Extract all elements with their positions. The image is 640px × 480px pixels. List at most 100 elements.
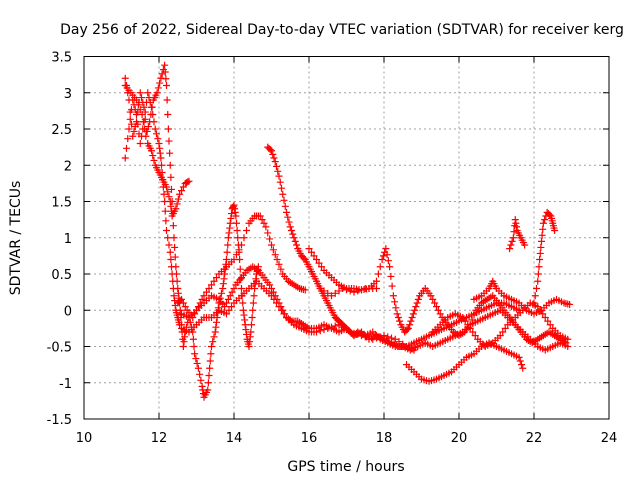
data-point-marker — [268, 147, 275, 155]
data-point-marker — [535, 263, 543, 271]
data-point-marker — [196, 370, 204, 378]
data-point-marker — [320, 287, 328, 295]
data-point-marker — [219, 285, 227, 292]
data-point-marker — [409, 310, 417, 318]
x-tick-label: 10 — [76, 431, 93, 446]
data-point-marker — [233, 251, 240, 259]
y-tick-label: 3 — [64, 87, 72, 102]
data-point-marker — [315, 259, 323, 267]
data-point-marker — [153, 130, 160, 138]
data-point-marker — [260, 219, 268, 227]
data-point-marker — [536, 256, 544, 263]
data-point-marker — [233, 219, 240, 227]
data-point-marker — [264, 229, 272, 237]
data-point-marker — [174, 285, 182, 292]
data-point-marker — [313, 256, 320, 263]
data-point-marker — [324, 289, 332, 297]
data-point-marker — [136, 140, 144, 147]
data-point-marker — [191, 350, 199, 358]
data-point-marker — [232, 212, 240, 220]
y-tick-label: -0.5 — [47, 341, 72, 356]
data-point-marker — [167, 256, 175, 263]
data-point-marker — [271, 158, 279, 166]
data-point-marker — [277, 265, 285, 273]
data-point-marker — [339, 285, 347, 292]
data-point-marker — [164, 111, 172, 118]
data-point-marker — [335, 287, 343, 295]
data-point-marker — [208, 343, 215, 350]
data-point-marker — [140, 103, 148, 111]
data-point-marker — [236, 265, 244, 273]
data-point-marker — [239, 299, 247, 307]
data-point-marker — [163, 82, 170, 89]
data-point-marker — [136, 106, 144, 114]
data-point-marker — [433, 303, 440, 311]
data-point-marker — [224, 295, 232, 303]
data-point-marker — [499, 328, 507, 336]
data-point-marker — [509, 234, 517, 242]
x-tick-label: 18 — [376, 431, 393, 446]
data-point-marker — [269, 150, 277, 158]
data-point-marker — [274, 167, 282, 175]
data-point-marker — [156, 144, 164, 152]
data-point-marker — [173, 200, 181, 208]
data-point-marker — [470, 311, 478, 319]
data-point-marker — [203, 288, 210, 296]
data-point-marker — [373, 334, 380, 342]
data-point-marker — [153, 89, 161, 97]
data-point-marker — [161, 68, 169, 76]
data-point-marker — [147, 111, 155, 118]
data-point-marker — [250, 292, 258, 300]
data-point-marker — [167, 173, 175, 181]
data-point-marker — [237, 275, 245, 283]
data-point-marker — [247, 328, 255, 336]
data-point-marker — [546, 321, 554, 329]
data-point-marker — [231, 208, 239, 216]
data-point-marker — [171, 243, 179, 251]
y-tick-label: 2.5 — [51, 123, 72, 138]
data-point-marker — [248, 321, 255, 329]
series-track-12 — [470, 277, 574, 318]
data-point-marker — [285, 218, 293, 226]
data-point-marker — [248, 314, 256, 321]
data-point-marker — [191, 310, 199, 318]
data-point-marker — [161, 207, 169, 215]
data-point-marker — [223, 256, 230, 263]
data-point-marker — [507, 241, 515, 249]
data-point-marker — [510, 228, 518, 236]
data-point-marker — [184, 178, 192, 186]
data-point-marker — [427, 292, 435, 300]
data-point-marker — [168, 198, 176, 205]
data-point-marker — [518, 361, 525, 369]
data-point-marker — [161, 61, 169, 69]
data-point-marker — [496, 332, 504, 340]
data-point-marker — [228, 288, 236, 296]
data-point-marker — [227, 214, 235, 222]
data-point-marker — [210, 333, 218, 341]
series-track-13 — [506, 216, 529, 253]
data-point-marker — [242, 326, 250, 334]
data-point-marker — [396, 317, 404, 325]
data-point-marker — [179, 183, 187, 191]
data-point-marker — [501, 324, 509, 332]
data-point-marker — [382, 245, 390, 253]
x-tick-label: 20 — [451, 431, 468, 446]
data-point-marker — [235, 246, 243, 254]
data-point-marker — [358, 286, 365, 294]
data-marks — [121, 61, 574, 401]
data-point-marker — [290, 234, 298, 242]
data-point-marker — [230, 285, 238, 292]
data-point-marker — [354, 287, 362, 295]
data-point-marker — [211, 328, 219, 336]
data-point-marker — [166, 149, 174, 157]
data-point-marker — [279, 190, 287, 198]
data-point-marker — [209, 338, 217, 346]
data-point-marker — [508, 237, 516, 245]
data-point-marker — [403, 326, 411, 334]
data-point-marker — [193, 359, 201, 367]
data-point-marker — [166, 161, 174, 169]
data-point-marker — [164, 234, 172, 242]
data-point-marker — [148, 147, 155, 155]
data-point-marker — [221, 303, 229, 311]
